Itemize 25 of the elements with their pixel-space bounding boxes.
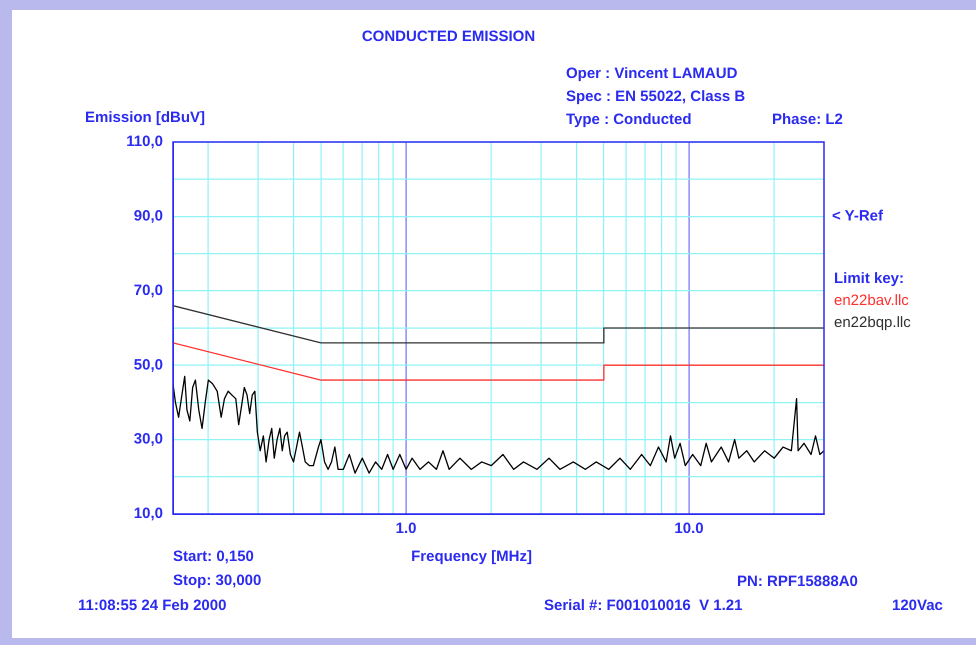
text: en22bav.llc [834,292,910,310]
text: Phase: L2 [772,111,843,128]
text: PN: RPF15888A0 [737,573,858,590]
chart-title: CONDUCTED EMISSION [362,28,536,46]
text: Oper : Vincent LAMAUD [566,65,738,82]
x-tick-label: 10.0 [674,520,704,538]
y-tick-label: 90,0 [134,208,163,225]
text: Type : Conducted [566,111,692,128]
text: Start: 0,150 [173,548,254,566]
y-tick-label: 10,0 [134,505,163,522]
x-tick-label: 1.0 [396,520,417,538]
text: Serial #: F001010016 V 1.21 [544,597,742,614]
text: 11:08:55 24 Feb 2000 [78,597,226,614]
text: Stop: 30,000 [173,572,262,590]
legend-title: Limit key: [834,270,904,288]
text: < Y-Ref [832,208,884,225]
y-tick-label: 70,0 [134,282,163,299]
y-tick-label: 50,0 [134,356,163,374]
y-tick-label: 110,0 [126,133,163,150]
text: 120Vac [892,597,943,614]
x-axis-title: Frequency [MHz] [411,548,532,566]
text: Spec : EN 55022, Class B [566,88,746,106]
y-tick-label: 30,0 [134,430,163,448]
y-axis-title: Emission [dBuV] [85,109,206,126]
series-label: en22bqp.llc [834,314,912,332]
